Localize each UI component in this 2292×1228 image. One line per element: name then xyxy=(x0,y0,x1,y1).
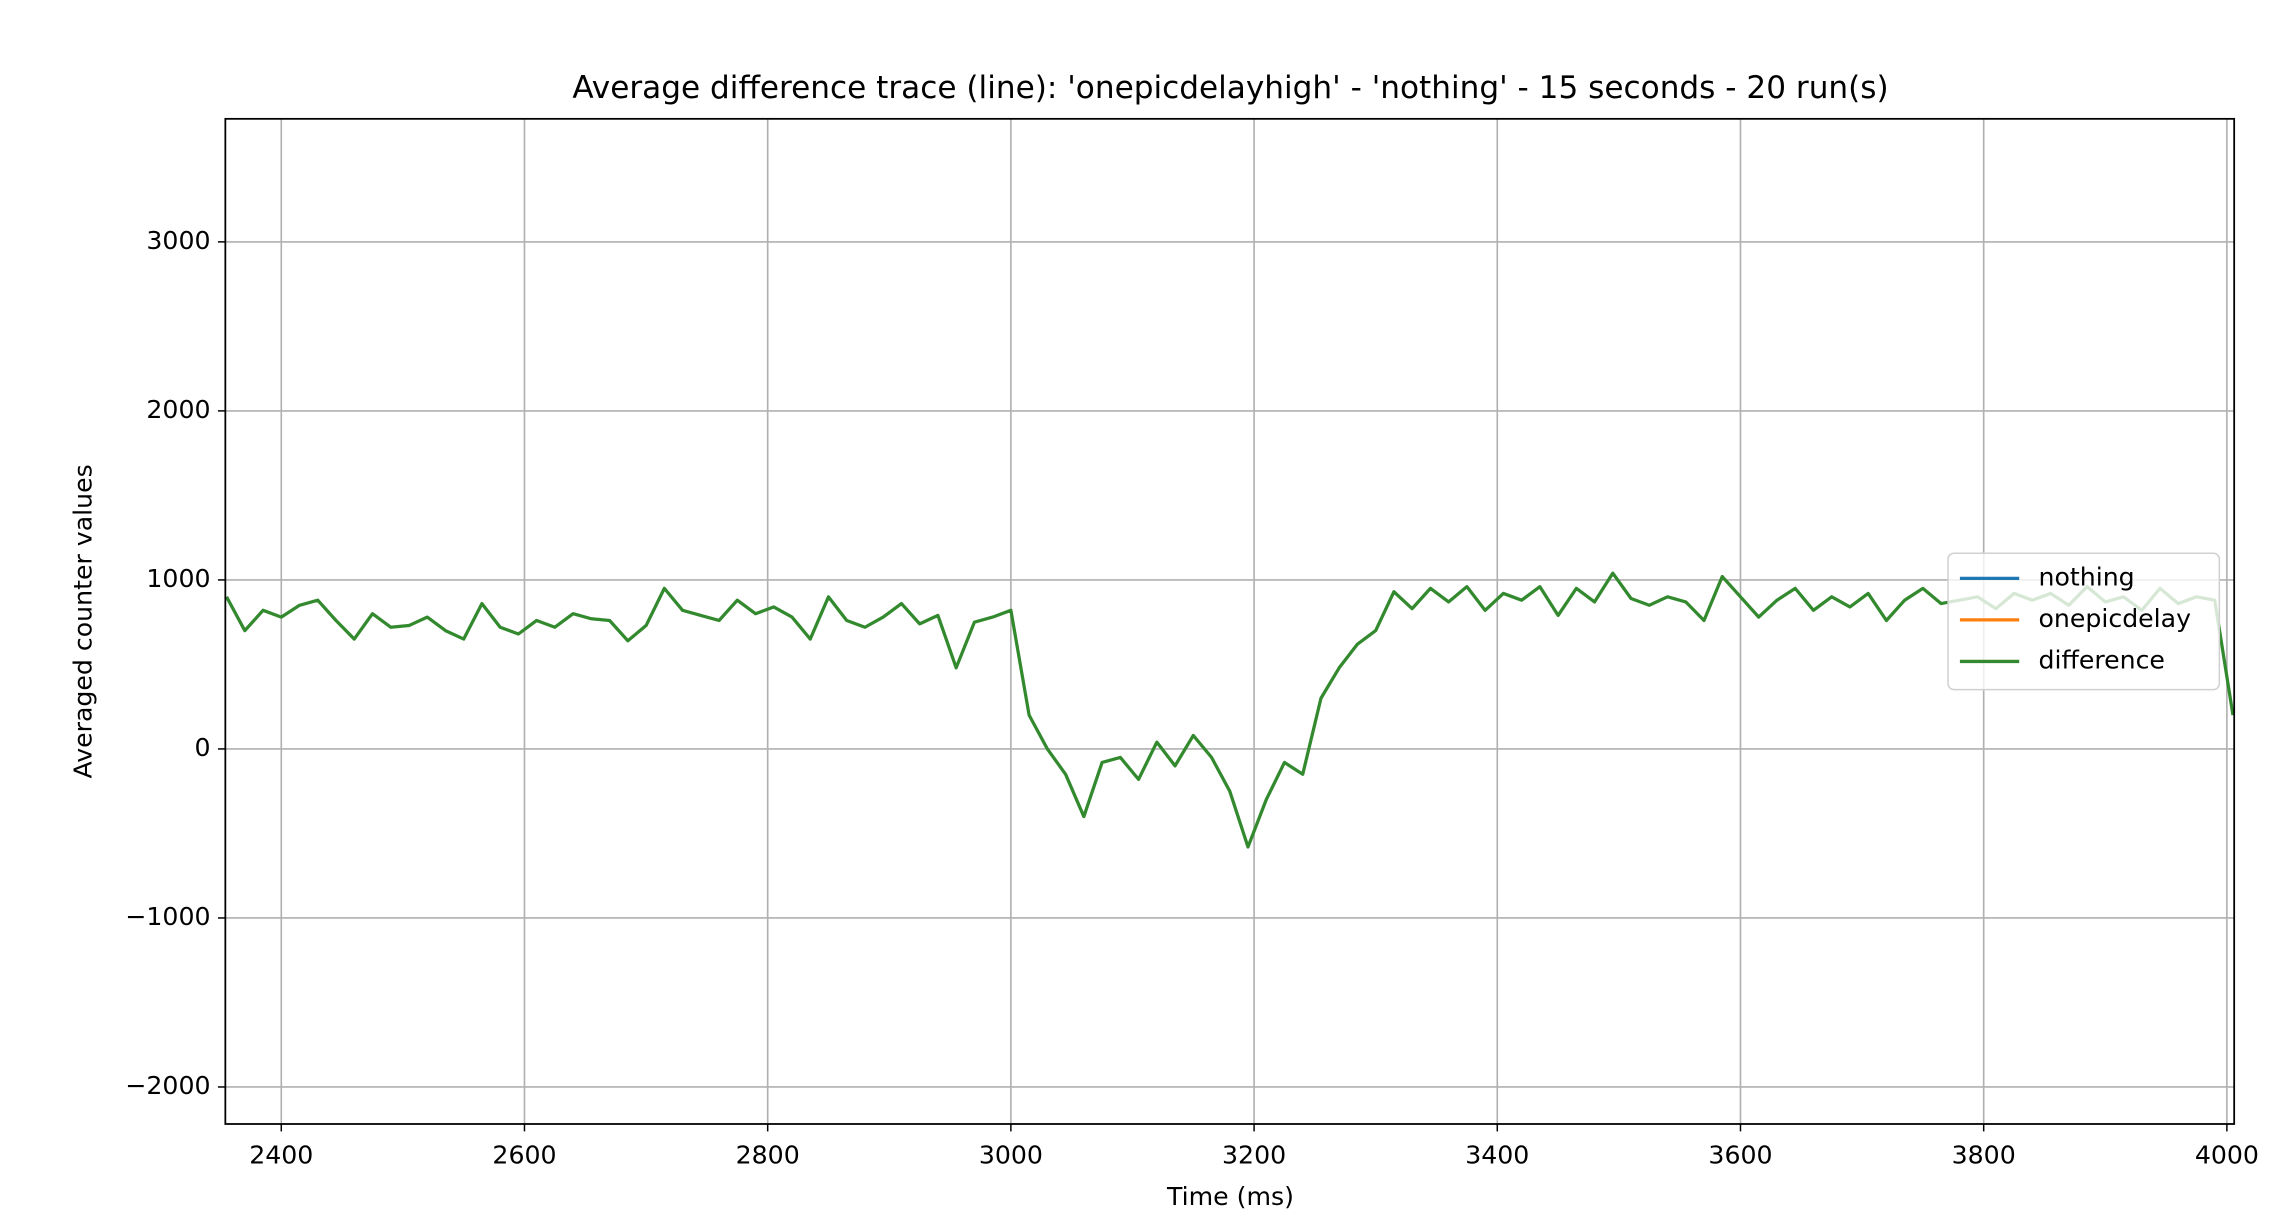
legend-label: onepicdelay xyxy=(2038,604,2191,633)
x-tick-label: 3800 xyxy=(1952,1141,2016,1170)
axes-frame xyxy=(224,117,2236,1125)
y-axis-label: Averaged counter values xyxy=(69,464,98,778)
legend-label: difference xyxy=(2038,645,2164,674)
x-tick-label: 3000 xyxy=(979,1141,1043,1170)
y-tick-label: −1000 xyxy=(125,902,210,931)
x-tick-label: 3200 xyxy=(1222,1141,1286,1170)
y-tick-label: 2000 xyxy=(146,395,210,424)
y-tick-label: 0 xyxy=(194,733,210,762)
x-tick-label: 2800 xyxy=(736,1141,800,1170)
x-tick-label: 2400 xyxy=(249,1141,313,1170)
x-tick-label: 4000 xyxy=(2195,1141,2259,1170)
y-tick-label: −2000 xyxy=(125,1071,210,1100)
x-tick-label: 3400 xyxy=(1465,1141,1529,1170)
x-tick-label: 3600 xyxy=(1708,1141,1772,1170)
y-tick-label: 3000 xyxy=(146,226,210,255)
legend-box xyxy=(1947,552,2221,691)
y-tick-label: 1000 xyxy=(146,564,210,593)
plot-area xyxy=(225,571,2235,849)
chart-title: Average difference trace (line): 'onepic… xyxy=(572,70,1888,106)
data-line xyxy=(225,571,2235,849)
legend-label: nothing xyxy=(2038,562,2134,591)
x-tick-label: 2600 xyxy=(492,1141,556,1170)
x-axis-label: Time (ms) xyxy=(1166,1182,1294,1211)
legend: nothing onepicdelay difference xyxy=(1947,552,2221,691)
